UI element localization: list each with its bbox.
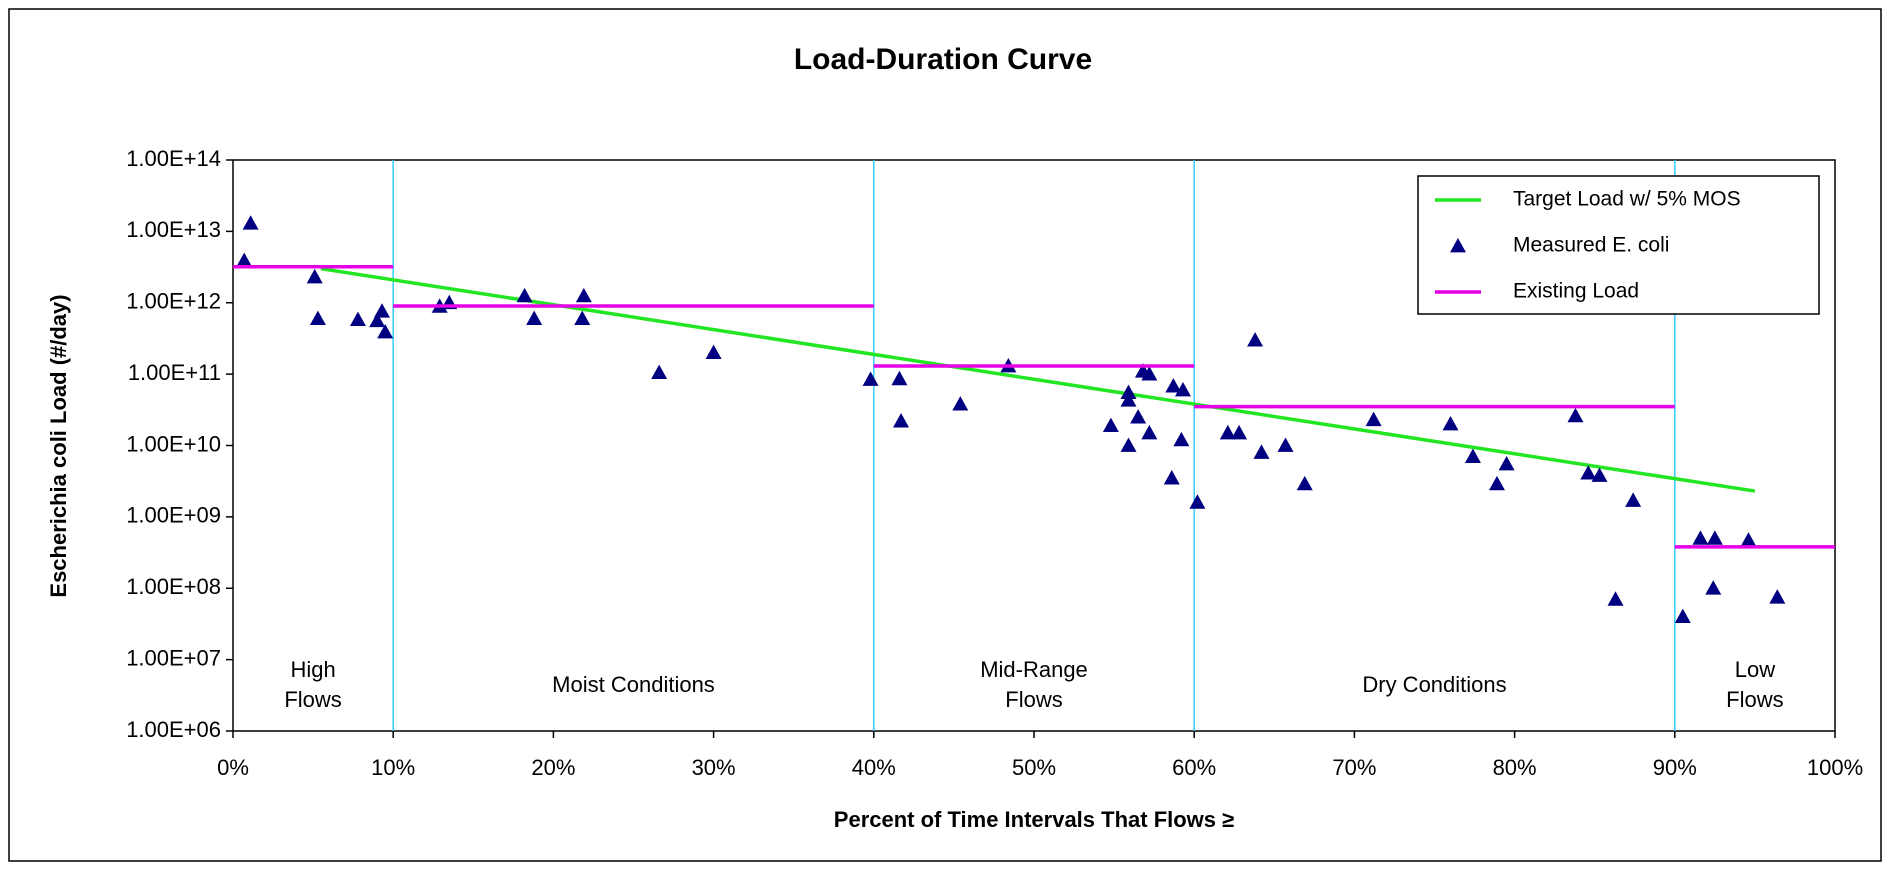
- x-tick-label: 20%: [531, 755, 575, 780]
- y-tick-label: 1.00E+12: [126, 289, 221, 314]
- data-point: [1247, 332, 1264, 347]
- legend-label: Measured E. coli: [1513, 234, 1669, 257]
- data-point: [952, 396, 969, 411]
- data-point: [373, 303, 390, 318]
- y-tick-label: 1.00E+06: [126, 717, 221, 742]
- data-point: [516, 287, 533, 303]
- data-point: [1692, 530, 1709, 545]
- y-tick-label: 1.00E+10: [126, 431, 221, 456]
- y-tick-label: 1.00E+14: [126, 146, 221, 171]
- data-point: [1231, 424, 1248, 440]
- zone-label: Flows: [1726, 687, 1783, 712]
- x-axis-label: Percent of Time Intervals That Flows ≥: [834, 807, 1234, 832]
- y-tick-label: 1.00E+07: [126, 645, 221, 670]
- data-point: [377, 323, 394, 339]
- data-point: [1141, 366, 1158, 381]
- data-point: [1296, 475, 1313, 491]
- data-point: [1173, 431, 1190, 447]
- data-point: [1165, 378, 1182, 393]
- legend-label: Target Load w/ 5% MOS: [1513, 188, 1741, 211]
- data-point: [1706, 530, 1723, 545]
- legend-swatch: [1450, 238, 1466, 253]
- zone-label: Moist Conditions: [552, 672, 715, 697]
- x-tick-label: 60%: [1172, 755, 1216, 780]
- data-point: [1219, 424, 1236, 440]
- data-point: [1625, 492, 1642, 507]
- data-point: [1488, 475, 1505, 491]
- y-tick-label: 1.00E+13: [126, 217, 221, 242]
- y-tick-label: 1.00E+11: [128, 360, 221, 385]
- x-tick-label: 80%: [1493, 755, 1537, 780]
- legend-label: Existing Load: [1513, 280, 1639, 303]
- data-point: [1464, 448, 1481, 463]
- data-point: [862, 371, 879, 386]
- data-point: [1769, 589, 1786, 604]
- data-point: [1740, 532, 1757, 547]
- data-point: [1705, 580, 1722, 595]
- zone-label: Flows: [284, 687, 341, 712]
- legend: Target Load w/ 5% MOS Measured E. coli Exi…: [1417, 175, 1820, 315]
- chart-title: Load-Duration Curve: [794, 43, 1092, 76]
- x-tick-label: 100%: [1807, 755, 1863, 780]
- zone-label: Low: [1735, 657, 1775, 682]
- x-tick-label: 70%: [1332, 755, 1376, 780]
- data-point: [526, 310, 543, 325]
- data-point: [1498, 456, 1515, 471]
- x-tick-label: 30%: [692, 755, 736, 780]
- y-tick-label: 1.00E+09: [126, 503, 221, 528]
- y-tick-label: 1.00E+08: [126, 574, 221, 599]
- data-point: [369, 312, 386, 328]
- data-point: [705, 344, 722, 360]
- zone-label: Flows: [1005, 687, 1062, 712]
- data-point: [575, 287, 592, 303]
- zone-label: Dry Conditions: [1362, 672, 1506, 697]
- x-tick-label: 90%: [1653, 755, 1697, 780]
- data-point: [306, 268, 323, 284]
- data-point: [1674, 608, 1691, 624]
- data-point: [651, 364, 668, 380]
- data-point: [1607, 591, 1624, 606]
- series-line: [233, 264, 1835, 549]
- zone-label: Mid-Range: [980, 657, 1088, 682]
- data-point: [236, 252, 253, 267]
- data-point: [1120, 392, 1137, 407]
- data-point: [574, 310, 591, 325]
- data-point: [349, 311, 366, 327]
- data-point: [1120, 437, 1137, 452]
- legend-box: [1417, 175, 1820, 315]
- zone-label: High: [290, 657, 335, 682]
- data-point: [1253, 444, 1270, 459]
- data-point: [1120, 384, 1137, 400]
- data-point: [1102, 417, 1119, 433]
- data-point: [242, 215, 259, 230]
- data-point: [1141, 424, 1158, 440]
- data-point: [1442, 416, 1459, 431]
- x-tick-label: 40%: [852, 755, 896, 780]
- data-point: [1591, 467, 1608, 482]
- data-point: [1365, 411, 1382, 427]
- data-point: [893, 413, 910, 428]
- data-point: [1163, 470, 1180, 485]
- data-point: [1580, 465, 1597, 480]
- x-tick-label: 0%: [217, 755, 249, 780]
- x-tick-label: 10%: [371, 755, 415, 780]
- data-point: [1277, 437, 1294, 452]
- data-point: [309, 310, 326, 325]
- data-point: [1130, 409, 1147, 424]
- data-point: [1189, 494, 1206, 509]
- y-axis-label: Escherichia coli Load (#/day): [46, 294, 71, 597]
- data-point: [1174, 381, 1191, 397]
- data-point: [1567, 407, 1584, 423]
- x-tick-label: 50%: [1012, 755, 1056, 780]
- data-point: [891, 370, 908, 386]
